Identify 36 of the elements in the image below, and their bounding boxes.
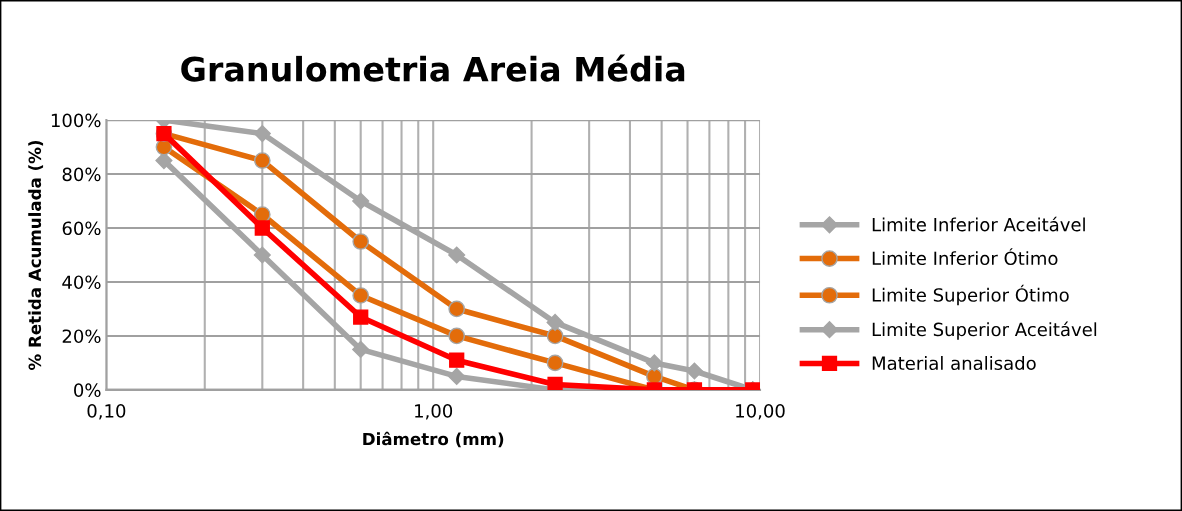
point (253, 125, 271, 143)
y-tick-label: 0% (74, 383, 101, 398)
x-tick-label: 10,00 (736, 404, 785, 420)
y-tick-label: 40% (62, 275, 101, 290)
legend-label: Material analisado (872, 356, 1036, 370)
legend-label: Limite Superior Ótimo (872, 284, 1069, 306)
x-tick-label: 1,00 (415, 404, 453, 420)
point (448, 300, 466, 318)
x-tick-label: 0,10 (87, 404, 126, 420)
y-tick-label: 20% (62, 329, 101, 344)
point (546, 354, 564, 372)
y-axis-title: % Retida Acumulada (%) (28, 140, 44, 370)
point (254, 220, 270, 236)
point (352, 192, 370, 210)
legend-label: Limite Superior Aceitável (872, 321, 1097, 340)
point (546, 327, 564, 345)
point (547, 376, 563, 390)
point (448, 327, 466, 345)
legend-label: Limite Inferior Ótimo (872, 248, 1058, 266)
point (645, 354, 663, 372)
point (352, 340, 370, 358)
y-tick-label: 80% (62, 167, 101, 182)
point (352, 287, 370, 304)
point (449, 352, 465, 368)
point (353, 309, 369, 325)
x-axis-title: Diâmetro (mm) (363, 431, 504, 448)
point (448, 246, 466, 264)
point (448, 367, 466, 385)
point (352, 233, 370, 250)
y-tick-label: 60% (62, 221, 101, 236)
chart-title: Granulometria Areia Média (181, 54, 685, 82)
y-tick-label: 100% (51, 113, 101, 128)
point (253, 246, 271, 264)
point (253, 152, 271, 169)
point (546, 313, 564, 331)
legend-label: Limite Inferior Aceitável (872, 216, 1085, 232)
